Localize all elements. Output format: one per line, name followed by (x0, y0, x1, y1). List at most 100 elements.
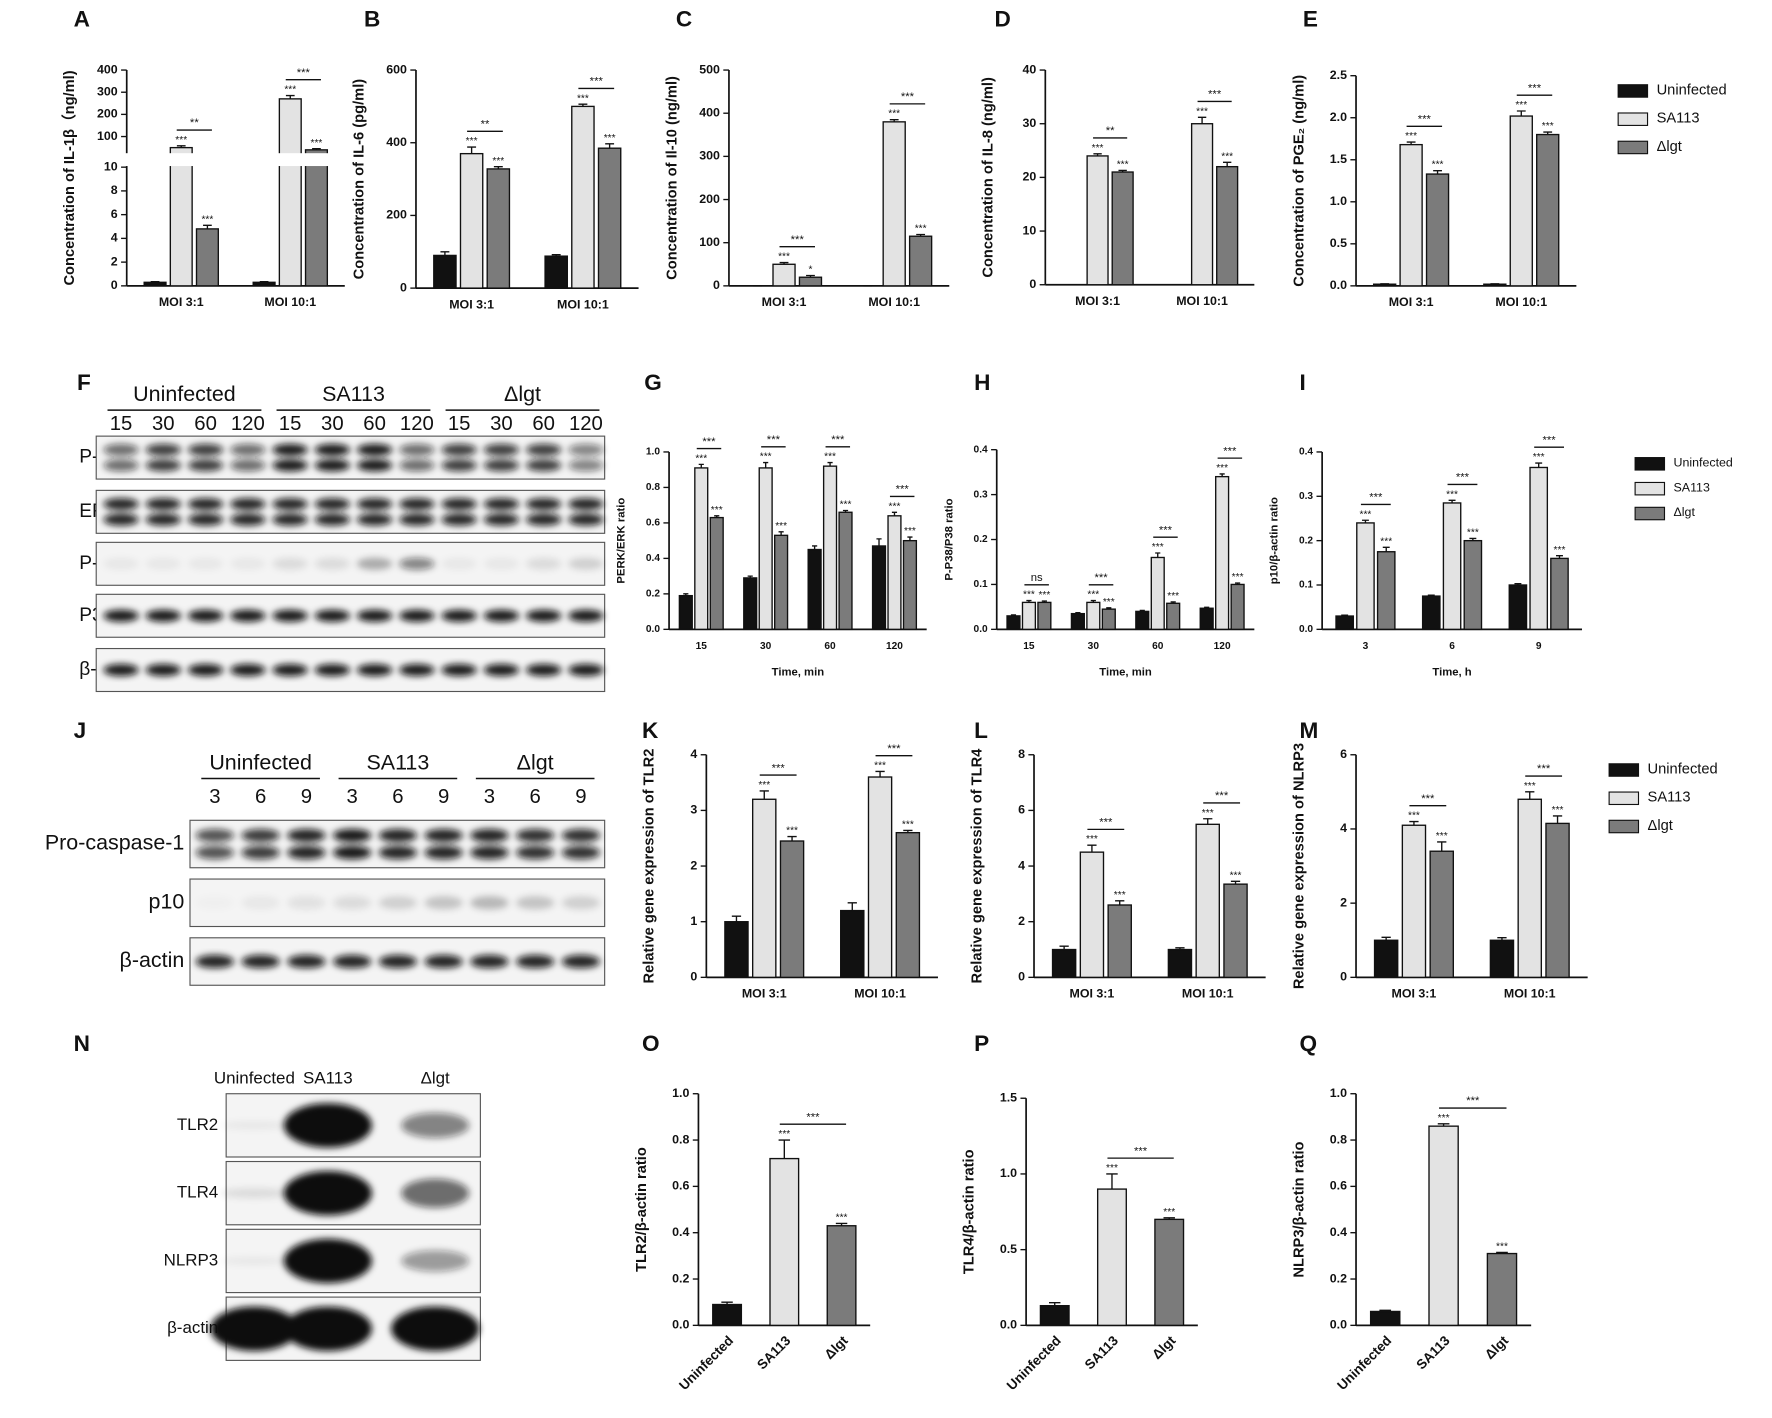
y-axis-label: PERK/ERK ratio (616, 498, 628, 584)
y-axis-label: P-P38/P38 ratio (943, 498, 955, 580)
significance-label: *** (1467, 527, 1479, 538)
y-tick-label: 0.4 (646, 553, 660, 564)
error-bar (1093, 153, 1102, 156)
significance-label: *** (1092, 143, 1104, 154)
band (332, 954, 372, 969)
bar (1216, 165, 1239, 286)
error-bar (605, 143, 615, 149)
band (187, 443, 224, 456)
blot-row-label: β-actin (167, 1318, 218, 1337)
legend-swatch (1617, 84, 1649, 98)
error-bar (779, 261, 789, 265)
panel-letter: L (974, 718, 988, 743)
significance-label: *** (604, 133, 616, 144)
y-tick-label: 1.0 (646, 447, 660, 458)
band (314, 498, 351, 511)
y-tick-label: 6 (1018, 803, 1025, 817)
band (272, 609, 308, 622)
error-bar (1514, 582, 1522, 585)
blot-strip (95, 489, 606, 534)
y-tick-label: 0 (111, 278, 118, 292)
bar (1230, 583, 1245, 631)
bracket-label: *** (831, 434, 845, 446)
bracket-label: *** (702, 436, 716, 448)
error-bar (551, 254, 561, 257)
x-tick-label: Uninfected (1004, 1333, 1064, 1393)
y-tick-label: 0 (713, 278, 720, 292)
error-bar (842, 509, 849, 513)
error-bar (1516, 110, 1526, 117)
y-tick-label: 0.5 (1000, 1242, 1017, 1256)
error-bar (778, 531, 784, 536)
y-tick-label: 200 (386, 208, 407, 222)
significance-label: *** (840, 500, 852, 511)
error-bar (1087, 844, 1097, 853)
y-tick-label: 300 (699, 149, 720, 163)
significance-label: * (808, 265, 812, 276)
y-tick-label: 30 (1022, 116, 1036, 130)
lane-label: 6 (255, 786, 266, 808)
y-tick-label: 10 (1022, 223, 1036, 237)
band (568, 609, 604, 622)
x-tick-label: 3 (1363, 641, 1369, 652)
x-tick-label: MOI 10:1 (557, 297, 609, 311)
band (195, 828, 235, 843)
error-bar (493, 166, 503, 169)
bar (838, 511, 853, 631)
panel-letter: J (74, 718, 87, 743)
y-tick-label: 1.0 (672, 1086, 689, 1100)
bracket-label: *** (1466, 1095, 1480, 1107)
error-bar (259, 281, 269, 283)
panel-letter: O (642, 1031, 660, 1056)
band (195, 845, 235, 860)
bracket-label: *** (1215, 790, 1229, 802)
band (314, 513, 351, 526)
significance-label: *** (1196, 106, 1208, 117)
legend-label: Δlgt (1657, 139, 1682, 155)
band (525, 609, 562, 622)
y-tick-label: 500 (699, 62, 720, 76)
lane-label: 6 (392, 786, 403, 808)
significance-label: *** (1515, 100, 1527, 111)
band (145, 459, 182, 472)
significance-label: *** (201, 214, 213, 225)
x-tick-label: MOI 3:1 (159, 295, 204, 309)
panel-letter: F (77, 370, 91, 395)
y-tick-label: 2.0 (1330, 110, 1347, 124)
band (470, 896, 509, 910)
bar (1101, 608, 1116, 631)
error-bar (827, 461, 833, 467)
blot-bands (103, 557, 604, 570)
x-tick-label: MOI 10:1 (1176, 294, 1228, 308)
y-tick-label: 20 (1022, 170, 1036, 184)
y-tick-label: 0.3 (974, 489, 988, 500)
band (145, 609, 182, 622)
y-tick-label: 0.6 (672, 1179, 689, 1193)
bar (1070, 612, 1085, 631)
blot-bands (103, 609, 604, 622)
significance-label: *** (888, 109, 900, 120)
x-tick-label: Uninfected (1334, 1333, 1394, 1393)
error-bar (1497, 936, 1507, 941)
x-tick-label: Δlgt (1149, 1333, 1179, 1363)
y-tick-label: 1.0 (1330, 194, 1347, 208)
legend-swatch (1608, 819, 1640, 834)
bracket-label: *** (887, 743, 901, 755)
error-bar (1106, 607, 1112, 610)
y-tick-label: 10 (104, 159, 118, 173)
band (568, 443, 604, 456)
lane-label: 60 (363, 413, 386, 435)
error-bar (1197, 116, 1207, 124)
legend-swatch (1617, 112, 1649, 126)
blot-bands (220, 1171, 470, 1216)
x-tick-label: MOI 3:1 (742, 987, 787, 1001)
significance-label: *** (1524, 781, 1536, 792)
y-tick-label: 200 (699, 192, 720, 206)
panel-letter: A (74, 6, 90, 31)
bar (459, 152, 484, 289)
y-tick-label: 0 (1340, 970, 1347, 984)
bar (1489, 939, 1515, 979)
x-tick-label: 30 (760, 641, 772, 652)
band (401, 1112, 470, 1139)
